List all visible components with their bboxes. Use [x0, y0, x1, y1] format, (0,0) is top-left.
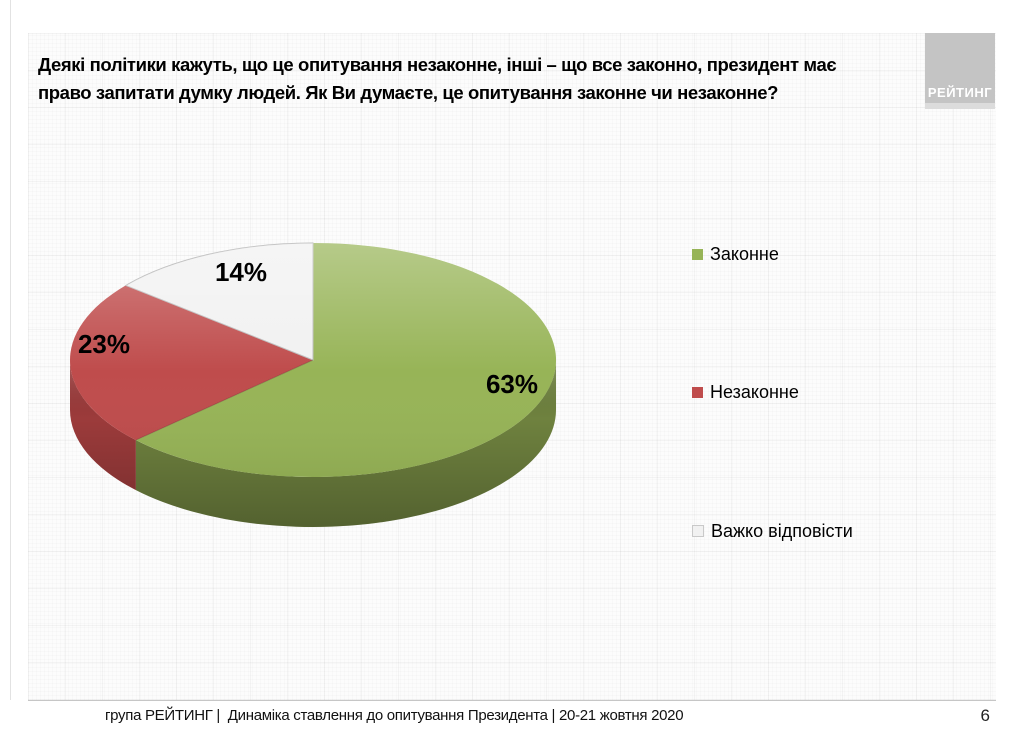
pie-chart: 63% 23% 14%: [60, 235, 580, 545]
legend-item-lawful: Законне: [692, 243, 779, 264]
legend-item-unlawful: Незаконне: [692, 381, 799, 402]
legend-label-hard-to-say: Важко відповісти: [711, 520, 853, 541]
legend-swatch-white: [692, 525, 704, 537]
pie-boundary-green-red: [135, 359, 314, 441]
content-card: Деякі політики кажуть, що це опитування …: [28, 33, 996, 701]
slide-title-line-2: право запитати думку людей. Як Ви думаєт…: [38, 82, 779, 103]
slide-title-line-1: Деякі політики кажуть, що це опитування …: [38, 54, 837, 75]
legend-swatch-green: [692, 248, 703, 260]
pie-chart-svg: 63% 23% 14%: [70, 242, 557, 527]
legend-item-hard-to-say: Важко відповісти: [692, 520, 853, 541]
pie-label-red: 23%: [78, 329, 130, 359]
rating-logo-text: РЕЙТИНГ: [927, 85, 993, 100]
slide-title: Деякі політики кажуть, що це опитування …: [38, 51, 943, 107]
rating-logo-strip: [925, 103, 995, 109]
rating-group-logo: РЕЙТИНГ: [925, 33, 995, 103]
pie-label-green: 63%: [486, 369, 538, 399]
legend-label-unlawful: Незаконне: [710, 381, 799, 402]
page-number: 6: [980, 706, 990, 725]
pie-top-sheen: [70, 243, 556, 477]
legend-swatch-red: [692, 386, 703, 398]
page-edge-rule: [10, 0, 11, 700]
pie-side-shade-overlay: [70, 360, 556, 527]
footer-text: група РЕЙТИНГ | Динаміка ставлення до оп…: [105, 707, 684, 724]
pie-label-white: 14%: [215, 257, 267, 287]
legend-label-lawful: Законне: [710, 243, 779, 264]
